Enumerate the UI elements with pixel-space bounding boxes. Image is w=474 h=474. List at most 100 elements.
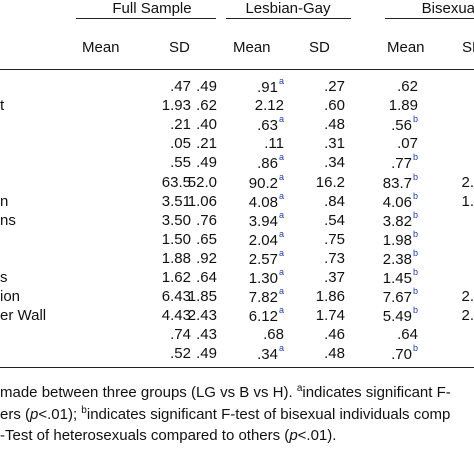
cell-full-sd: 1.06 [187,193,217,210]
cell-value: .37 [324,269,345,286]
cell-value: 1.85 [187,288,217,306]
col-header-lg-mean: Mean [233,39,271,56]
cell-lg-sd: .27 [324,78,345,95]
cell-bi-mean: .62 [397,78,418,95]
cell-value: .34 [257,346,278,364]
table-row: n 3.51 1.06 4.08a .84 4.06b 1. [0,191,474,212]
row-label: er Wall [0,307,47,325]
cell-value: 6.12 [248,308,278,326]
col-header-full-sd: SD [169,39,190,56]
cell-value: 16.2 [315,173,345,191]
cell-value: 2.38 [382,250,412,268]
cell-value: 52.0 [187,173,217,191]
cell-value: 1.74 [315,307,345,325]
cell-lg-mean: 6.12a [248,305,284,326]
cell-lg-mean: 4.08a [249,191,284,211]
cell-bi-sd: 2. [461,174,474,191]
cell-bi-mean: 83.7b [383,172,418,192]
cell-full-mean: .05 [170,135,191,152]
cell-bi-mean: .70b [391,343,418,363]
cell-lg-mean: 90.2a [248,172,284,192]
cell-value: 1.50 [161,230,191,248]
row-label: ns [0,211,16,229]
cell-full-sd: .40 [187,116,217,133]
cell-value: .43 [196,326,217,344]
cell-value: .49 [196,345,217,363]
cell-value: 1.88 [161,249,191,267]
table-row: .47 .49 .91a .27 .62 [0,76,474,97]
cell-full-sd: .49 [187,345,217,362]
cell-value: .52 [170,345,191,363]
col-header-lg-sd: SD [309,39,330,56]
cell-value: .73 [324,249,345,267]
cell-value: 1.62 [161,269,191,286]
cell-lg-mean: 7.82a [249,286,284,306]
cell-full-mean: 3.51 [162,193,191,210]
cell-value: 5.49 [382,308,412,326]
table-row: .05 .21 .11 .31 .07 [0,135,474,154]
table-bottom-rule [0,367,474,368]
table-row: s 1.62 .64 1.30a .37 1.45b [0,267,474,288]
cell-value: .11 [264,135,284,153]
cell-full-mean: .47 [170,78,191,95]
cell-value: .92 [196,249,217,267]
cell-value: 90.2 [248,174,278,192]
cell-value: .49 [196,154,217,172]
note-superscript: a [296,383,303,394]
cell-bi-mean: 1.45b [383,267,418,287]
cell-value: 2. [461,288,474,306]
cell-lg-sd: .34 [324,154,345,171]
cell-full-mean: 63.5 [162,174,191,191]
cell-lg-mean: .91a [257,76,284,96]
significance-superscript: b [412,152,418,163]
significance-superscript: a [278,152,284,163]
table-row: 63.5 52.0 90.2a 16.2 83.7b 2. [0,172,474,193]
cell-bi-mean: 7.67b [383,286,418,306]
table-note-line-1: made between three groups (LG vs B vs H)… [0,383,451,401]
table-row: .55 .49 .86a .34 .77b [0,152,474,173]
cell-value: .56 [391,117,412,135]
cell-bi-mean: .64 [397,326,418,343]
cell-value: .34 [324,154,345,172]
cell-value: .86 [257,155,278,173]
col-header-bi-sd: SD [462,39,474,56]
group-rule-bisexual [385,18,474,19]
cell-value: 3.82 [382,212,412,230]
cell-full-sd: .21 [187,135,217,152]
note-text: <.01). [297,427,337,444]
note-text: indicates significant F-test of bisexual… [86,406,451,423]
cell-full-sd: 2.43 [187,307,217,324]
cell-lg-mean: 3.94a [249,209,284,230]
row-label: n [0,192,9,210]
cell-full-sd: 52.0 [187,174,217,191]
cell-value: .64 [196,269,217,286]
cell-lg-sd: .60 [324,97,345,114]
significance-superscript: b [412,286,418,297]
cell-lg-sd: .37 [324,269,345,286]
cell-value: 1.89 [388,97,418,115]
note-text: <.01); [38,406,82,423]
cell-bi-mean: 1.98b [383,229,418,249]
significance-superscript: b [412,247,418,258]
cell-value: .60 [324,97,345,115]
significance-superscript: b [412,267,418,277]
cell-full-sd: .49 [187,154,217,171]
cell-bi-mean: 3.82b [382,210,418,230]
cell-full-mean: 1.62 [162,269,191,286]
significance-superscript: a [278,209,284,220]
group-header-full-sample: Full Sample [112,0,192,17]
cell-value: 2.04 [248,231,278,249]
col-header-bi-mean: Mean [387,39,425,56]
cell-bi-mean: .07 [397,135,418,152]
cell-value: 2. [461,173,474,191]
cell-value: .31 [324,135,345,153]
cell-value: .91 [257,79,278,96]
cell-value: 3.51 [161,192,191,210]
cell-value: .46 [324,326,345,344]
cell-lg-mean: 2.57a [249,248,284,268]
cell-value: 4.06 [382,193,412,211]
cell-value: .68 [263,326,284,344]
cell-bi-mean: 1.89 [389,97,418,114]
cell-lg-sd: .84 [324,193,345,210]
cell-full-sd: .64 [187,269,217,286]
